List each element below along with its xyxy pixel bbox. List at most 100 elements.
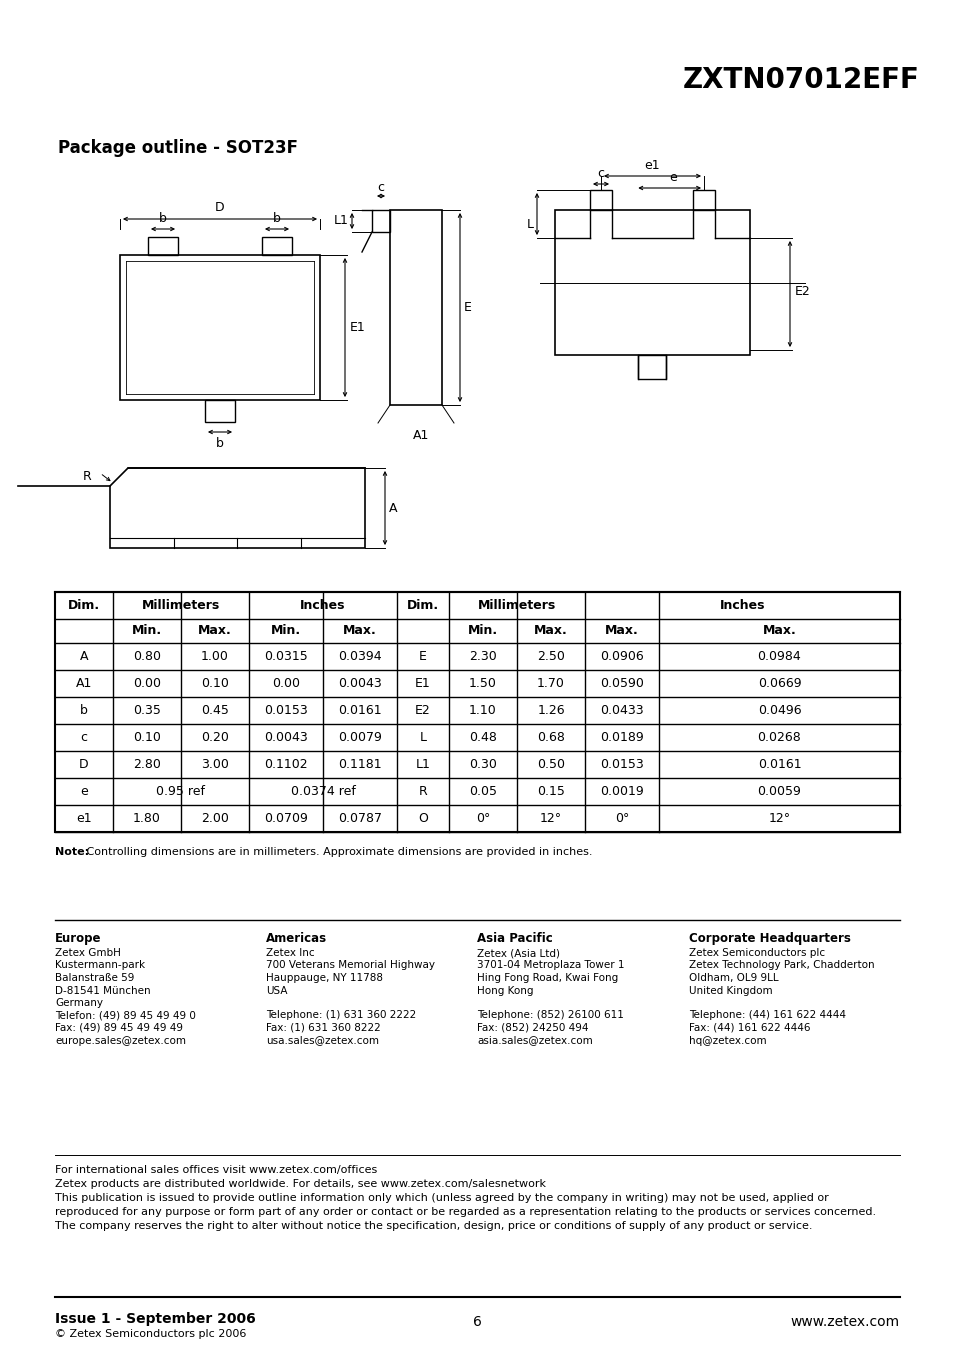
Text: 0.1102: 0.1102 [264,758,308,771]
Text: Fax: (1) 631 360 8222: Fax: (1) 631 360 8222 [266,1023,380,1034]
Text: Max.: Max. [198,624,232,638]
Text: Max.: Max. [761,624,796,638]
Text: 0.0161: 0.0161 [337,704,381,717]
Text: 0.30: 0.30 [469,758,497,771]
Text: For international sales offices visit www.zetex.com/offices: For international sales offices visit ww… [55,1165,376,1175]
Text: 12°: 12° [539,812,561,825]
Text: Fax: (852) 24250 494: Fax: (852) 24250 494 [477,1023,588,1034]
Text: 0.05: 0.05 [469,785,497,798]
Text: 0.50: 0.50 [537,758,564,771]
Text: Dim.: Dim. [407,598,438,612]
Text: 0.48: 0.48 [469,731,497,744]
Text: A1: A1 [75,677,92,690]
Text: Min.: Min. [271,624,301,638]
Text: Inches: Inches [719,598,764,612]
Text: Zetex Semiconductors plc: Zetex Semiconductors plc [688,948,824,958]
Text: b: b [80,704,88,717]
Text: Max.: Max. [534,624,567,638]
Text: Min.: Min. [132,624,162,638]
Text: 0.0433: 0.0433 [599,704,643,717]
Text: 0.0496: 0.0496 [757,704,801,717]
Text: 0.0043: 0.0043 [264,731,308,744]
Text: R: R [83,470,91,482]
Text: b: b [215,436,224,450]
Text: Germany: Germany [55,998,103,1008]
Text: This publication is issued to provide outline information only which (unless agr: This publication is issued to provide ou… [55,1193,828,1202]
Text: Note:: Note: [55,847,89,857]
Text: 1.26: 1.26 [537,704,564,717]
Text: L1: L1 [416,758,430,771]
Text: Millimeters: Millimeters [142,598,220,612]
Text: europe.sales@zetex.com: europe.sales@zetex.com [55,1035,186,1046]
Text: Package outline - SOT23F: Package outline - SOT23F [58,139,297,157]
Text: 0.0906: 0.0906 [599,650,643,663]
Text: L1: L1 [334,215,349,227]
Text: 0.0709: 0.0709 [264,812,308,825]
Text: c: c [377,181,384,195]
Text: USA: USA [266,985,288,996]
Text: Telefon: (49) 89 45 49 49 0: Telefon: (49) 89 45 49 49 0 [55,1011,195,1020]
Text: 0.95 ref: 0.95 ref [156,785,205,798]
Text: L: L [419,731,426,744]
Text: A: A [389,501,397,515]
Text: e: e [668,172,677,184]
Text: Fax: (44) 161 622 4446: Fax: (44) 161 622 4446 [688,1023,809,1034]
Text: 0.0374 ref: 0.0374 ref [291,785,355,798]
Text: 0.1181: 0.1181 [337,758,381,771]
Text: Balanstraße 59: Balanstraße 59 [55,973,134,984]
Text: 0.0590: 0.0590 [599,677,643,690]
Text: Americas: Americas [266,932,327,944]
Text: Zetex Inc: Zetex Inc [266,948,314,958]
Text: Min.: Min. [468,624,497,638]
Text: A1: A1 [413,430,429,442]
Text: 0.0669: 0.0669 [757,677,801,690]
Text: 2.50: 2.50 [537,650,564,663]
Text: 0.0984: 0.0984 [757,650,801,663]
Text: © Zetex Semiconductors plc 2006: © Zetex Semiconductors plc 2006 [55,1329,246,1339]
Text: 0.0268: 0.0268 [757,731,801,744]
Text: 0°: 0° [614,812,629,825]
Text: 1.50: 1.50 [469,677,497,690]
Text: Telephone: (44) 161 622 4444: Telephone: (44) 161 622 4444 [688,1011,845,1020]
Text: 0.0394: 0.0394 [337,650,381,663]
Text: 0.80: 0.80 [132,650,161,663]
Text: c: c [597,168,604,180]
Text: E: E [463,301,472,313]
Text: 0.0153: 0.0153 [599,758,643,771]
Text: Zetex GmbH: Zetex GmbH [55,948,121,958]
Text: 0.0189: 0.0189 [599,731,643,744]
Text: 0.0787: 0.0787 [337,812,381,825]
Text: 1.00: 1.00 [201,650,229,663]
Text: Europe: Europe [55,932,101,944]
Text: b: b [273,212,280,226]
Text: Issue 1 - September 2006: Issue 1 - September 2006 [55,1312,255,1325]
Text: 0.0153: 0.0153 [264,704,308,717]
Text: hq@zetex.com: hq@zetex.com [688,1035,765,1046]
Text: 6: 6 [472,1315,481,1329]
Text: Fax: (49) 89 45 49 49 49: Fax: (49) 89 45 49 49 49 [55,1023,183,1034]
Text: b: b [159,212,167,226]
Text: Dim.: Dim. [68,598,100,612]
Text: E: E [418,650,427,663]
Text: 1.80: 1.80 [132,812,161,825]
Text: Asia Pacific: Asia Pacific [477,932,553,944]
Text: asia.sales@zetex.com: asia.sales@zetex.com [477,1035,593,1046]
Text: 2.30: 2.30 [469,650,497,663]
Text: Zetex Technology Park, Chadderton: Zetex Technology Park, Chadderton [688,961,874,970]
Text: 1.70: 1.70 [537,677,564,690]
Text: e1: e1 [76,812,91,825]
Text: United Kingdom: United Kingdom [688,985,772,996]
Text: 3.00: 3.00 [201,758,229,771]
Text: Hing Fong Road, Kwai Fong: Hing Fong Road, Kwai Fong [477,973,618,984]
Text: 0.35: 0.35 [132,704,161,717]
Text: 0.00: 0.00 [132,677,161,690]
Text: 12°: 12° [767,812,790,825]
Text: 0.0161: 0.0161 [757,758,801,771]
Text: Corporate Headquarters: Corporate Headquarters [688,932,850,944]
Text: The company reserves the right to alter without notice the specification, design: The company reserves the right to alter … [55,1221,812,1231]
Text: www.zetex.com: www.zetex.com [790,1315,899,1329]
Text: Millimeters: Millimeters [477,598,556,612]
Text: Zetex (Asia Ltd): Zetex (Asia Ltd) [477,948,560,958]
Text: usa.sales@zetex.com: usa.sales@zetex.com [266,1035,379,1046]
Text: Max.: Max. [604,624,639,638]
